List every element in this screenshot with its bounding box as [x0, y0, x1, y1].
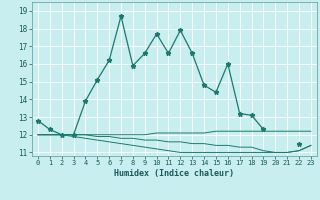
X-axis label: Humidex (Indice chaleur): Humidex (Indice chaleur) [115, 169, 234, 178]
